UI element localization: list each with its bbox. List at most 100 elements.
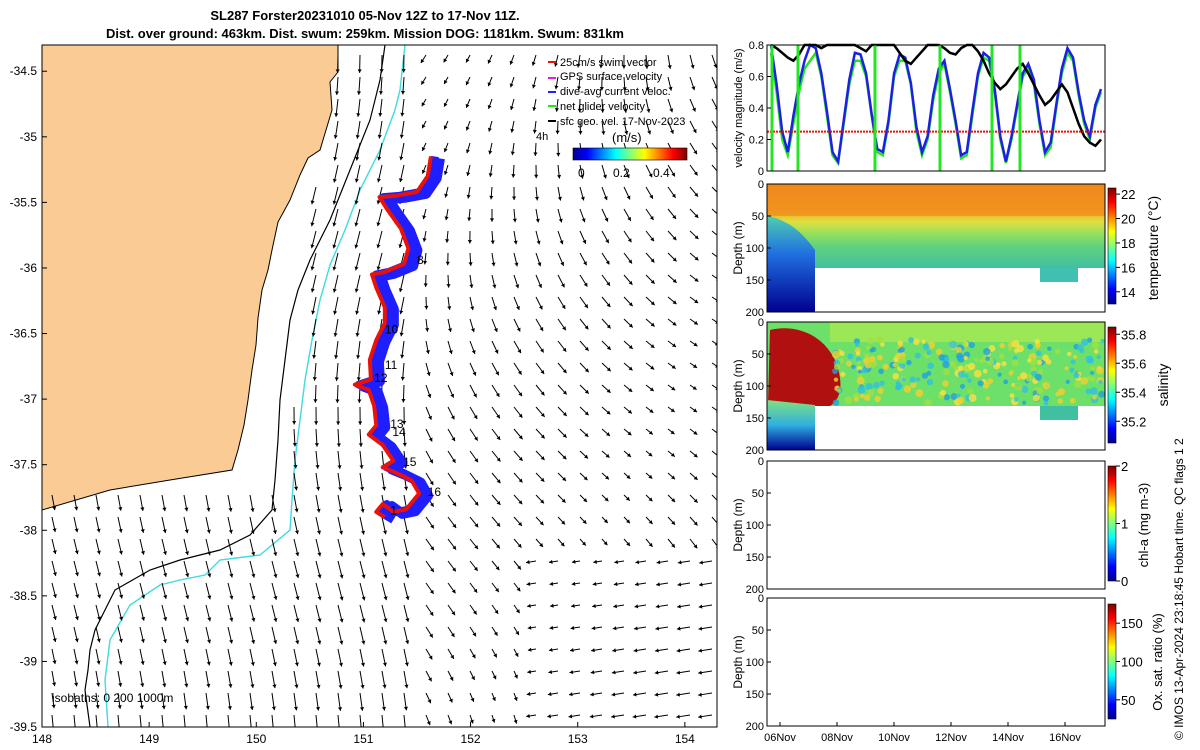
current-vector-head (493, 653, 497, 658)
salinity-deep-water (767, 400, 815, 450)
current-vector-head (648, 497, 653, 502)
salinity-texture-dot (1069, 367, 1075, 373)
current-vector-head (361, 640, 366, 645)
current-vector-head (613, 604, 618, 609)
salinity-ytick-label-2: 100 (746, 381, 764, 393)
colorbar-4h: 4h (536, 131, 548, 143)
current-vector-head (650, 258, 655, 263)
current-vector-head (473, 610, 477, 615)
current-vector-head (426, 721, 431, 726)
current-vector-head (185, 595, 190, 600)
temperature-ytick-label-3: 150 (746, 275, 764, 287)
current-vector-head (535, 218, 540, 223)
salinity-texture-dot (853, 396, 859, 402)
current-vector-head (471, 654, 476, 659)
salinity-texture-dot (1057, 388, 1066, 396)
salinity-texture-dot (903, 385, 912, 393)
salinity-texture-dot (899, 362, 906, 369)
current-vector-head (649, 387, 654, 392)
current-vector-head (466, 194, 471, 199)
current-vector-head (96, 506, 101, 511)
current-vector-head (571, 559, 576, 564)
current-vector-head (693, 476, 698, 480)
current-vector-head (561, 283, 565, 288)
chl-ytick-label-4: 200 (746, 584, 764, 596)
current-vector-head (677, 582, 682, 587)
current-vector-head (376, 244, 381, 249)
salinity-texture-dot (856, 376, 865, 385)
salinity-texture-dot (857, 386, 866, 394)
current-vector-head (333, 156, 338, 161)
current-vector-head (626, 195, 631, 200)
current-vector (139, 714, 142, 727)
current-vector-head (487, 127, 492, 132)
oxygen-y-axis: 0 50 100 150 200 (746, 593, 771, 733)
current-vector-head (582, 519, 587, 524)
current-vector-head (670, 452, 675, 457)
oxygen-panel: 0 50 100 150 200 06Nov 08Nov 10Nov 12Nov 14Nov 16… (731, 593, 1165, 744)
current-vector-head (429, 589, 434, 594)
current-vector-head (492, 284, 497, 289)
current-vector (205, 714, 208, 727)
current-vector-head (310, 288, 315, 293)
current-vector-head (611, 670, 616, 675)
current-vector-head (450, 393, 455, 398)
current-vector (711, 274, 717, 280)
current-vector-head (332, 200, 337, 205)
current-vector-head (430, 524, 434, 529)
salinity-texture-dot (856, 360, 862, 365)
current-vector-head (360, 662, 365, 667)
current-vector-head (470, 328, 475, 333)
current-vector-head (578, 131, 583, 135)
current-vector-head (518, 413, 523, 418)
current-vector-head (310, 266, 315, 271)
salinity-texture-dot (974, 358, 979, 363)
current-vector-head (117, 705, 122, 709)
current-vector (711, 472, 717, 479)
current-vector-head (295, 618, 300, 623)
salinity-texture-dot (880, 342, 885, 347)
current-vector-head (96, 550, 101, 555)
current-vector-head (527, 647, 532, 652)
salinity-texture-dot (1034, 373, 1042, 381)
temperature-warm-layer (767, 184, 1105, 216)
current-vector-head (558, 218, 563, 223)
day-label-2: 11 (385, 358, 398, 372)
current-vector-head (693, 320, 698, 325)
current-vector-head (513, 719, 518, 724)
current-vector-head (96, 682, 101, 687)
current-vector-head (562, 326, 566, 331)
current-vector-head (526, 560, 530, 565)
current-vector-head (490, 240, 495, 245)
salinity-texture-dot (982, 381, 990, 389)
current-vector-head (448, 350, 453, 354)
current-vector-head (339, 574, 344, 579)
salinity-texture-dot (898, 356, 906, 364)
salinity-texture-dot (1021, 385, 1029, 393)
current-vector-head (360, 508, 365, 513)
current-vector-head (450, 415, 455, 420)
current-vector-head (577, 108, 582, 113)
day-label-3: 12 (374, 371, 388, 385)
current-vector-head (628, 366, 633, 371)
current-vector-head (538, 283, 543, 288)
salinity-texture-dot (833, 377, 839, 382)
current-vector-head (428, 437, 433, 442)
salinity-texture-dot (1073, 372, 1080, 379)
salinity-texture-dot (859, 393, 865, 399)
current-vector-head (514, 674, 518, 679)
salinity-texture-dot (910, 382, 917, 389)
salinity-texture-dot (927, 362, 934, 370)
current-vector-head (141, 616, 146, 621)
salinity-texture-dot (870, 346, 877, 353)
current-vector-head (655, 604, 660, 609)
current-vector-head (537, 262, 542, 267)
salinity-texture-dot (968, 341, 975, 349)
current-vector-head (162, 551, 167, 555)
current-vector-head (570, 648, 574, 653)
current-vector-head (583, 476, 588, 481)
salinity-texture-dot (1057, 398, 1064, 404)
current-vector (711, 208, 717, 215)
current-vector (95, 714, 98, 727)
current-vector-head (517, 565, 521, 570)
